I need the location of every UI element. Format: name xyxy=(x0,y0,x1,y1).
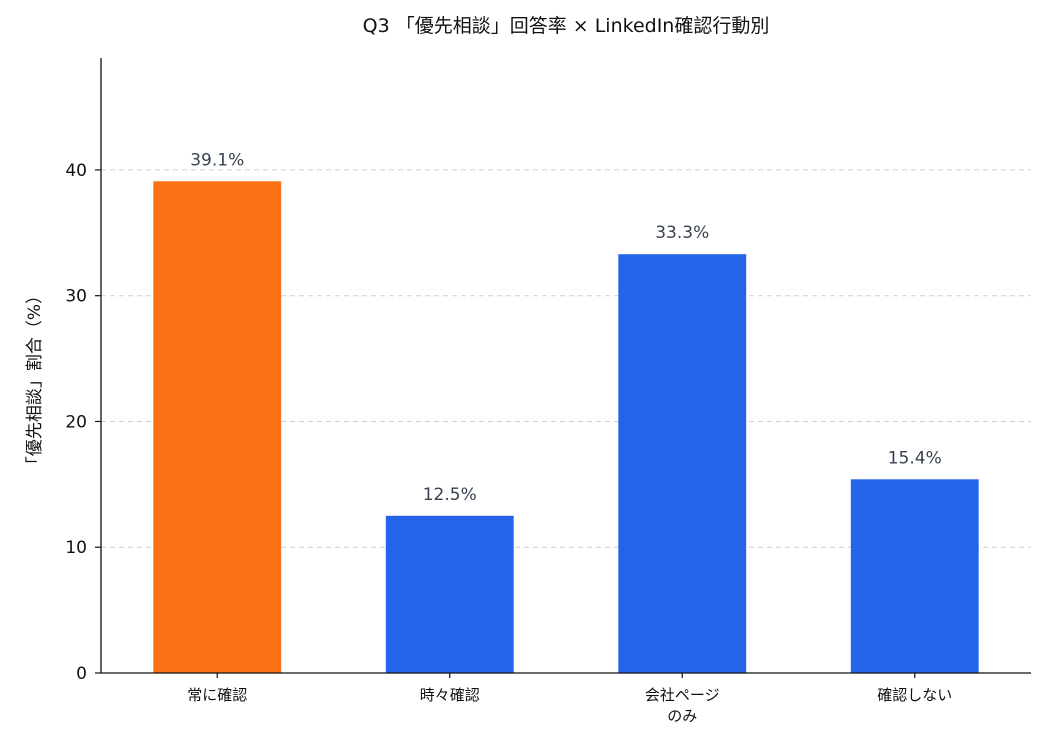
axes xyxy=(95,58,1031,678)
bar xyxy=(850,479,979,673)
x-tick-label: 確認しない xyxy=(877,686,952,704)
x-tick-label: 常に確認 xyxy=(187,686,247,704)
y-tick-label: 10 xyxy=(65,538,87,558)
x-tick-label: 会社ページ xyxy=(645,686,720,704)
y-tick-label: 30 xyxy=(65,287,87,307)
data-label: 33.3% xyxy=(655,223,709,243)
x-tick-label: 時々確認 xyxy=(420,686,480,704)
y-tick-label: 20 xyxy=(65,412,87,432)
y-tick-labels: 0 10 20 30 40 xyxy=(65,161,87,684)
bar xyxy=(618,254,747,673)
y-tick-label: 40 xyxy=(65,161,87,181)
y-axis-label: 「優先相談」割合（%） xyxy=(25,287,45,473)
chart-title: Q3 「優先相談」回答率 × LinkedIn確認行動別 xyxy=(363,15,770,37)
bar xyxy=(385,515,514,673)
data-label: 39.1% xyxy=(190,150,244,170)
data-label: 12.5% xyxy=(423,485,477,505)
bars xyxy=(153,181,979,674)
data-label: 15.4% xyxy=(888,448,942,468)
y-tick-label: 0 xyxy=(76,664,87,684)
x-tick-label: のみ xyxy=(667,707,697,725)
bar xyxy=(153,181,282,674)
data-labels: 39.1% 12.5% 33.3% 15.4% xyxy=(190,150,942,505)
